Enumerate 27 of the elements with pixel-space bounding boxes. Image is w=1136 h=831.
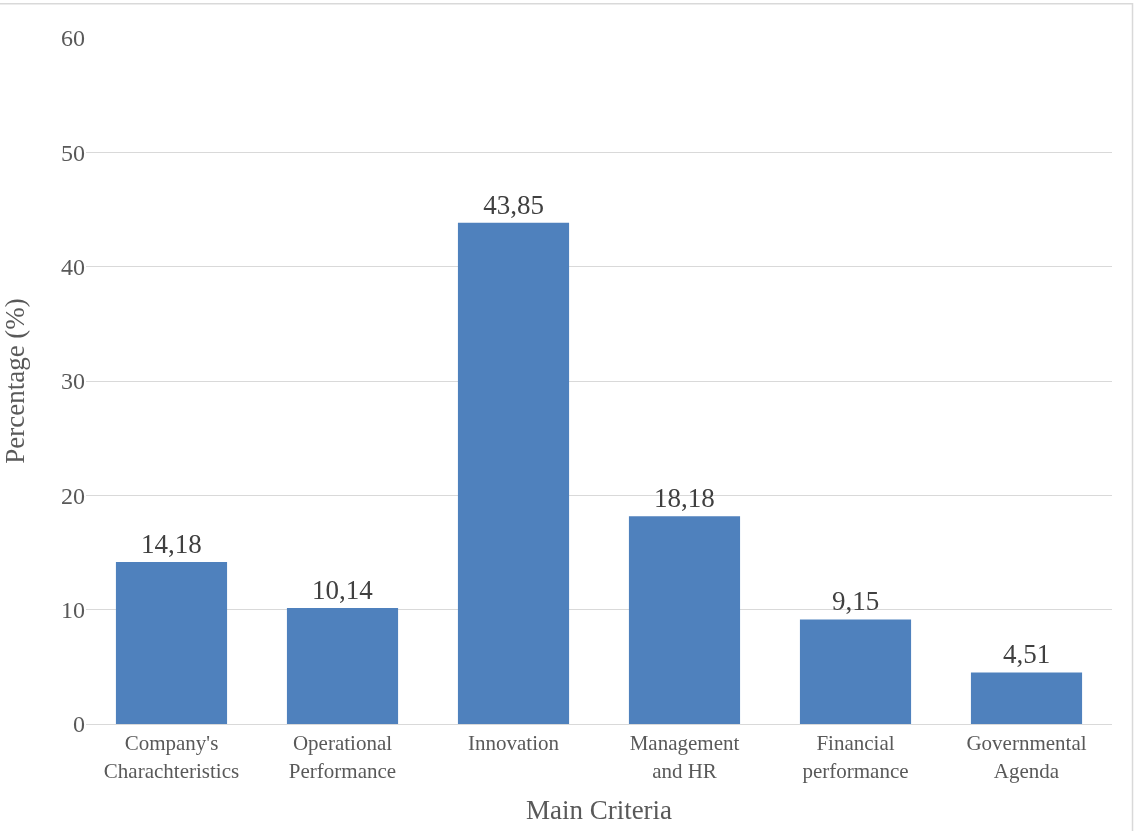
data-label: 14,18 <box>141 528 202 559</box>
bar <box>628 516 741 724</box>
x-axis-title: Main Criteria <box>525 794 673 825</box>
y-tick-label: 30 <box>61 368 85 395</box>
bar <box>970 672 1083 724</box>
x-tick-label: Financial performance <box>802 731 909 783</box>
x-tick-label: Operational Performance <box>288 731 397 783</box>
bar <box>286 608 399 724</box>
y-tick-label: 40 <box>61 254 85 281</box>
y-tick-label: 50 <box>61 139 85 166</box>
data-label: 4,51 <box>1002 639 1051 670</box>
data-label: 10,14 <box>311 575 374 606</box>
data-label: 43,85 <box>483 189 544 220</box>
bar <box>115 561 228 724</box>
x-tick-label: Governmental Agenda <box>966 731 1087 783</box>
y-tick-label: 10 <box>61 597 85 624</box>
y-tick-label: 0 <box>73 711 85 738</box>
bar <box>799 619 912 724</box>
bar <box>457 222 570 724</box>
x-tick-label: Management and HR <box>629 731 740 783</box>
x-tick-label: Company's Charachteristics <box>103 731 240 783</box>
x-tick-label: Innovation <box>468 731 560 756</box>
data-label: 18,18 <box>654 483 715 514</box>
y-axis-title: Percentage (%) <box>0 298 30 464</box>
y-tick-label: 60 <box>61 25 85 52</box>
data-label: 9,15 <box>831 586 880 617</box>
y-tick-label: 20 <box>61 482 85 509</box>
